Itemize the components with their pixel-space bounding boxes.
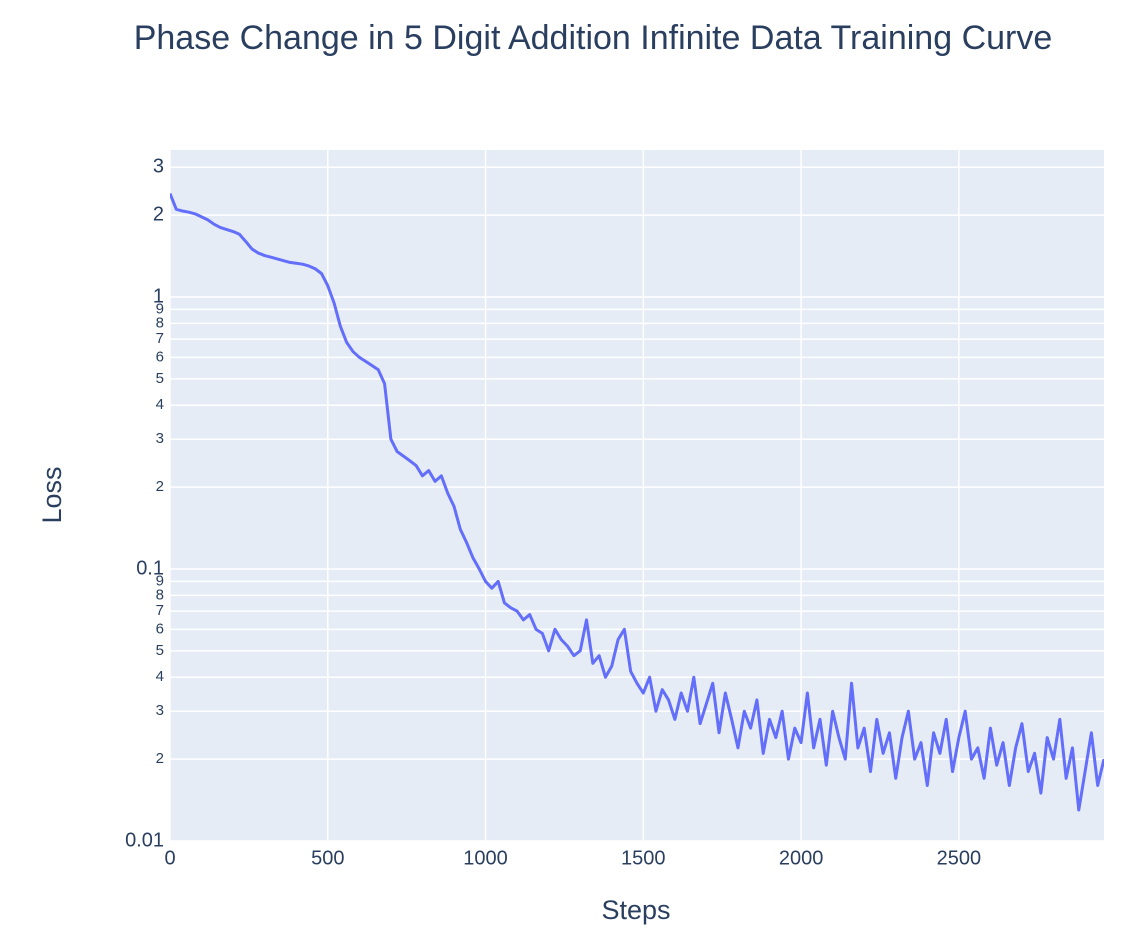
y-tick-label: 2 [153, 203, 164, 225]
x-tick-label: 500 [311, 847, 344, 869]
grid [169, 150, 1104, 842]
y-tick-label: 4 [156, 396, 164, 413]
y-tick-label: 0.1 [136, 557, 164, 579]
y-tick-label: 6 [156, 620, 164, 637]
y-tick-label: 2 [156, 478, 164, 495]
y-tick-label: 7 [156, 602, 164, 619]
series [170, 192, 1104, 812]
x-axis-title: Steps [601, 895, 670, 925]
y-tick-label: 3 [156, 430, 164, 447]
y-axis-title: Loss [37, 466, 67, 523]
loss-line [170, 192, 1104, 812]
chart-title: Phase Change in 5 Digit Addition Infinit… [134, 19, 1053, 57]
x-tick-label: 2000 [779, 847, 824, 869]
y-tick-label: 6 [156, 348, 164, 365]
y-tick-label: 5 [156, 642, 164, 659]
y-tick-label: 8 [156, 314, 164, 331]
plot-area [170, 150, 1104, 841]
y-tick-label: 9 [156, 572, 164, 589]
y-tick-label: 9 [156, 300, 164, 317]
y-tick-label: 3 [156, 702, 164, 719]
y-tick-label: 7 [156, 330, 164, 347]
y-tick-label: 3 [153, 155, 164, 177]
y-tick-label: 8 [156, 586, 164, 603]
y-tick-label: 4 [156, 668, 164, 685]
x-tick-label: 2500 [937, 847, 982, 869]
x-tick-label: 1000 [463, 847, 508, 869]
y-tick-label: 1 [153, 285, 164, 307]
x-tick-label: 1500 [621, 847, 666, 869]
y-tick-label: 5 [156, 370, 164, 387]
y-tick-label: 2 [156, 750, 164, 767]
x-tick-label: 0 [164, 847, 175, 869]
y-tick-label: 0.01 [125, 829, 164, 851]
